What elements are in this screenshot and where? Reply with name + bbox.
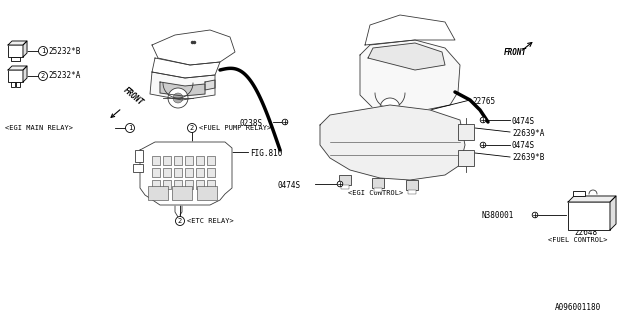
Bar [8,45,23,57]
Text: 0474S: 0474S [512,141,535,150]
Bar [196,168,204,177]
Bar [372,178,384,188]
Bar [573,191,585,196]
Circle shape [532,212,538,218]
Text: 22639*A: 22639*A [512,129,545,138]
Text: FIG.810: FIG.810 [250,148,282,157]
Text: 1: 1 [41,48,45,54]
Polygon shape [610,196,616,230]
Text: <FUEL CONTROL>: <FUEL CONTROL> [548,237,607,243]
Bar [8,70,23,82]
Bar [197,186,217,200]
Text: <ETC RELAY>: <ETC RELAY> [187,218,234,224]
Polygon shape [205,80,215,90]
Bar [458,150,474,166]
Bar [207,156,215,165]
Bar [152,180,160,189]
Text: 25232*A: 25232*A [48,71,81,81]
Circle shape [125,124,134,132]
Circle shape [38,71,47,81]
Text: 22639*B: 22639*B [512,154,545,163]
Bar [406,180,418,190]
Text: A096001180: A096001180 [555,303,601,312]
Circle shape [480,117,486,123]
Text: <EGI MAIN RELAY>: <EGI MAIN RELAY> [5,125,73,131]
Polygon shape [8,66,27,70]
Bar [152,168,160,177]
Circle shape [337,181,343,187]
Text: FRONT: FRONT [122,85,145,107]
Text: N380001: N380001 [482,212,515,220]
Text: 2: 2 [178,218,182,224]
Text: 2: 2 [190,125,194,131]
Bar [16,82,20,87]
Text: 2: 2 [41,73,45,79]
Bar [174,180,182,189]
Bar [174,168,182,177]
Polygon shape [140,142,232,205]
Circle shape [480,142,486,148]
Circle shape [175,217,184,226]
Bar [196,180,204,189]
Circle shape [168,88,188,108]
Text: 0474S: 0474S [512,116,535,125]
Circle shape [38,46,47,55]
Bar [174,156,182,165]
Bar [374,188,382,192]
Bar [11,57,20,61]
Text: 25232*B: 25232*B [48,46,81,55]
Bar [163,180,171,189]
Polygon shape [368,43,445,70]
Bar [135,150,143,162]
Bar [185,168,193,177]
Polygon shape [23,66,27,82]
Bar [207,168,215,177]
Text: <EGI CONTROL>: <EGI CONTROL> [348,190,403,196]
Circle shape [380,98,400,118]
Bar [11,82,15,87]
Text: 0238S: 0238S [240,118,263,127]
Bar [148,186,168,200]
Bar [185,180,193,189]
Text: 0474S: 0474S [278,180,301,189]
Polygon shape [320,105,465,180]
Bar [458,124,474,140]
Text: <FUEL PUMP RELAY>: <FUEL PUMP RELAY> [199,125,271,131]
Polygon shape [568,196,616,202]
Bar [339,175,351,185]
Bar [172,186,192,200]
Bar [196,156,204,165]
Circle shape [188,124,196,132]
Text: FRONT: FRONT [504,48,527,57]
Bar [568,202,610,230]
Text: 22648: 22648 [574,228,597,237]
Bar [152,156,160,165]
Text: 1: 1 [128,125,132,131]
Circle shape [282,119,288,125]
Polygon shape [160,82,205,96]
Bar [163,156,171,165]
Bar [163,168,171,177]
Polygon shape [23,41,27,57]
Bar [185,156,193,165]
Bar [408,190,416,194]
Polygon shape [8,41,27,45]
Bar [133,164,143,172]
Bar [207,180,215,189]
Polygon shape [150,72,215,100]
Bar [341,185,349,189]
Text: 22765: 22765 [472,97,495,106]
Polygon shape [360,40,460,112]
Circle shape [173,93,183,103]
